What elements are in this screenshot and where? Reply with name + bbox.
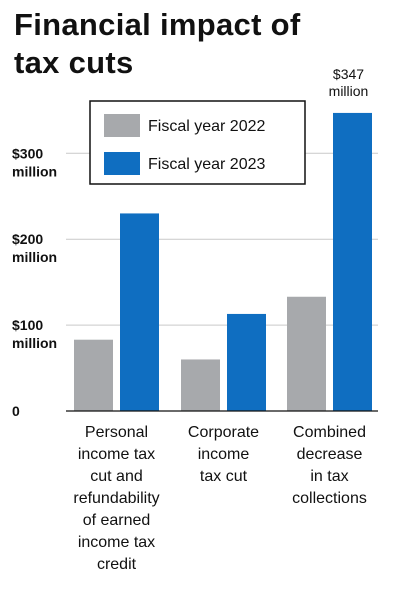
bar-fy2023-2 — [333, 112, 372, 411]
legend-swatch — [104, 114, 140, 137]
bar-fy2023-1 — [227, 313, 266, 411]
y-tick-label: 0 — [12, 403, 20, 419]
category-label: Personal income tax cut and refundability of… — [73, 424, 159, 573]
data-label: $347 million — [329, 66, 369, 99]
y-tick-label: $200 million — [12, 231, 57, 265]
bar-fy2022-2 — [287, 296, 326, 411]
legend-label: Fiscal year 2023 — [148, 156, 265, 173]
chart-title: Financial impact of tax cuts — [14, 7, 301, 80]
y-tick-label: $300 million — [12, 145, 57, 179]
y-tick-label: $100 million — [12, 317, 57, 351]
category-label: Corporate income tax cut — [188, 424, 259, 485]
legend-label: Fiscal year 2022 — [148, 118, 265, 135]
legend-swatch — [104, 152, 140, 175]
bar-fy2022-1 — [181, 359, 220, 411]
category-label: Combined decrease in tax collections — [292, 424, 367, 507]
bar-fy2022-0 — [74, 339, 113, 411]
bar-fy2023-0 — [120, 213, 159, 411]
